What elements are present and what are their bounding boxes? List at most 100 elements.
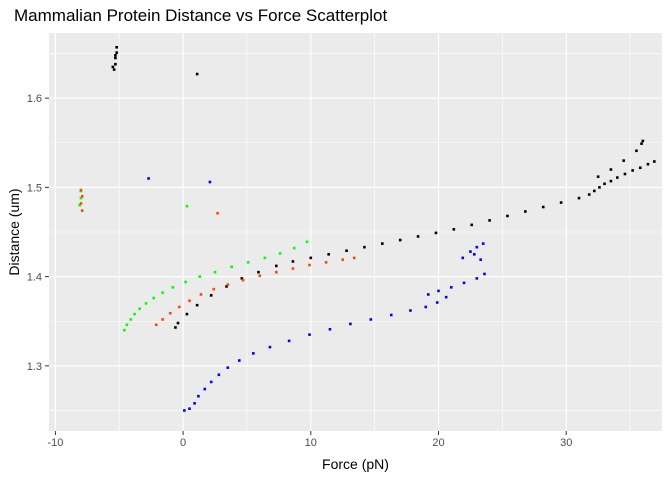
data-point — [369, 318, 373, 321]
y-axis-title: Distance (um) — [6, 188, 22, 275]
data-point — [198, 275, 201, 278]
data-point — [506, 214, 509, 218]
data-point — [80, 195, 84, 198]
x-axis-ticks: -10 0 10 20 30 — [47, 431, 572, 449]
data-point — [161, 318, 164, 321]
data-point — [479, 258, 482, 261]
data-point — [185, 312, 189, 316]
data-point — [114, 56, 117, 60]
x-tick-label: 0 — [180, 437, 186, 449]
data-point — [226, 366, 230, 369]
data-point — [246, 261, 250, 264]
data-point — [327, 253, 330, 256]
data-point — [437, 289, 440, 293]
data-point — [209, 380, 213, 384]
data-point — [230, 265, 233, 269]
data-point — [268, 345, 272, 349]
data-points — [78, 45, 656, 412]
series-2-points — [79, 188, 356, 327]
data-point — [208, 180, 212, 184]
data-point — [171, 286, 175, 289]
data-point — [79, 202, 83, 205]
data-point — [203, 387, 207, 391]
data-point — [161, 291, 164, 294]
data-point — [349, 322, 352, 326]
data-point — [195, 303, 199, 307]
data-point — [598, 186, 601, 189]
data-point — [111, 65, 115, 69]
data-point — [646, 162, 650, 166]
y-tick-label: 1.4 — [27, 272, 42, 284]
y-axis-ticks: 1.3 1.4 1.5 1.6 — [27, 93, 49, 373]
data-point — [291, 267, 295, 270]
data-point — [541, 205, 545, 209]
data-point — [174, 326, 177, 329]
data-point — [363, 245, 366, 249]
data-point — [587, 193, 591, 196]
data-point — [212, 287, 216, 291]
minor-gridlines — [49, 33, 662, 431]
data-point — [197, 394, 200, 398]
data-point — [559, 201, 563, 204]
x-tick-label: 10 — [305, 437, 317, 449]
data-point — [129, 318, 133, 321]
data-point — [209, 294, 213, 297]
x-tick-label: -10 — [47, 437, 63, 449]
data-point — [275, 264, 278, 268]
data-point — [184, 280, 187, 284]
data-point — [257, 270, 260, 274]
data-point — [449, 286, 453, 289]
data-point — [452, 228, 456, 231]
data-point — [185, 204, 189, 208]
data-point — [80, 209, 84, 212]
major-gridlines — [49, 33, 662, 431]
data-point — [114, 54, 117, 57]
data-point — [188, 299, 191, 303]
data-point — [635, 149, 638, 153]
data-point — [577, 196, 581, 200]
data-point — [78, 203, 81, 207]
data-point — [278, 252, 282, 255]
x-tick-label: 20 — [432, 437, 444, 449]
x-tick-label: 30 — [560, 437, 572, 449]
data-point — [125, 323, 129, 327]
data-point — [263, 256, 267, 260]
data-point — [226, 283, 230, 286]
y-tick-label: 1.3 — [27, 361, 42, 373]
data-point — [199, 293, 203, 296]
data-point — [154, 323, 158, 327]
data-point — [609, 168, 613, 171]
data-point — [622, 159, 625, 162]
data-point — [409, 309, 412, 312]
data-point — [308, 263, 311, 267]
data-point — [112, 68, 116, 71]
data-point — [176, 321, 180, 325]
data-point — [252, 352, 255, 355]
data-point — [462, 281, 466, 285]
data-point — [152, 296, 156, 300]
data-point — [258, 274, 262, 278]
data-point — [638, 166, 642, 170]
data-point — [488, 219, 491, 222]
data-point — [609, 179, 613, 183]
data-point — [213, 270, 217, 274]
data-point — [381, 242, 384, 245]
data-point — [481, 242, 485, 245]
data-point — [115, 51, 118, 54]
data-point — [461, 256, 465, 260]
data-point — [603, 182, 606, 186]
data-point — [424, 305, 428, 309]
data-point — [177, 305, 181, 309]
data-point — [641, 139, 645, 143]
data-point — [147, 177, 150, 180]
data-point — [596, 175, 600, 178]
data-point — [483, 272, 486, 276]
series-3-points — [147, 177, 486, 412]
data-point — [79, 196, 83, 200]
data-point — [426, 293, 430, 296]
data-point — [115, 45, 118, 49]
data-point — [240, 277, 244, 280]
data-point — [195, 72, 199, 76]
data-point — [292, 246, 296, 250]
